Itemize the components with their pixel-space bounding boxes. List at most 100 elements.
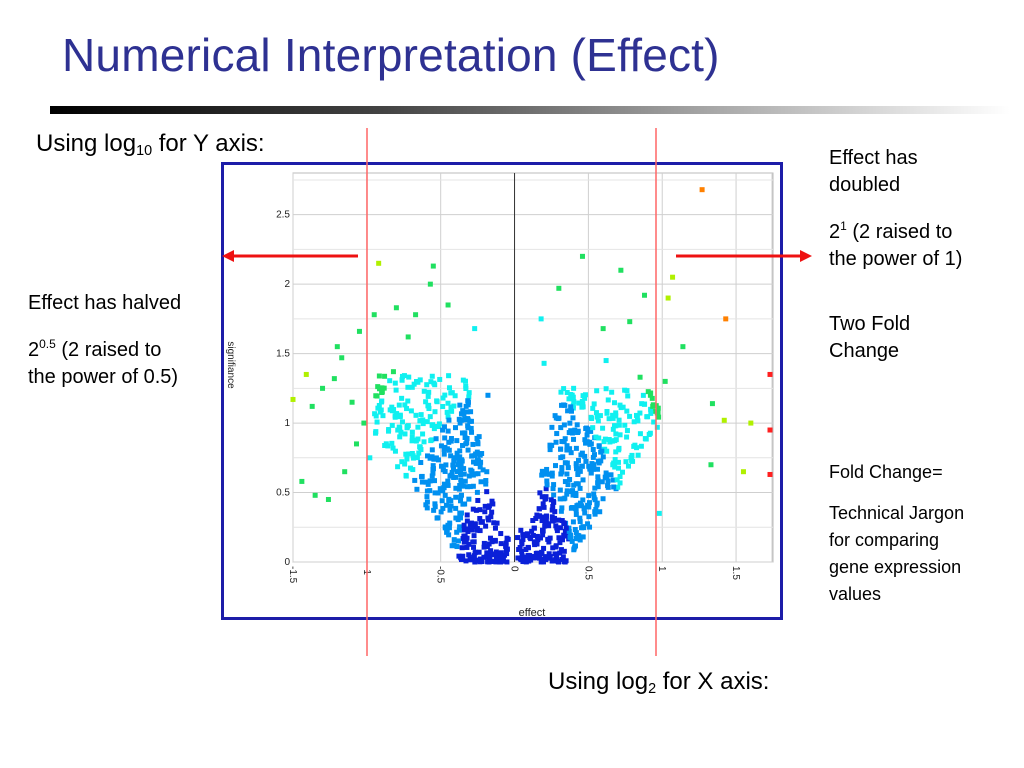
data-point xyxy=(604,408,610,414)
data-point xyxy=(418,460,424,466)
data-point xyxy=(410,437,416,443)
data-point xyxy=(470,524,476,530)
data-point xyxy=(571,436,577,442)
data-point xyxy=(723,316,729,322)
data-point xyxy=(609,389,615,395)
data-point xyxy=(624,428,630,434)
data-point xyxy=(573,445,579,451)
data-point xyxy=(425,481,431,487)
data-point xyxy=(583,458,589,464)
data-point xyxy=(447,520,453,526)
data-point xyxy=(635,452,641,458)
arrow-head xyxy=(222,250,234,262)
data-point xyxy=(483,481,489,487)
y-note-subscript: 10 xyxy=(136,143,153,159)
data-point xyxy=(539,494,545,500)
data-point xyxy=(554,525,560,531)
data-point xyxy=(654,424,660,430)
data-point xyxy=(585,521,591,527)
data-point xyxy=(564,471,570,477)
data-point xyxy=(637,374,643,380)
data-point xyxy=(477,464,483,470)
data-point xyxy=(549,442,555,448)
data-point xyxy=(554,528,560,534)
data-point xyxy=(431,507,437,513)
data-point xyxy=(466,496,472,502)
data-point xyxy=(469,469,475,475)
data-point xyxy=(568,391,574,397)
data-point xyxy=(580,477,586,483)
data-point xyxy=(543,513,549,519)
data-point xyxy=(571,482,577,488)
data-point xyxy=(629,452,635,458)
data-point xyxy=(567,446,573,452)
data-point xyxy=(473,507,479,513)
data-point xyxy=(466,390,472,396)
data-point xyxy=(650,403,656,409)
data-point xyxy=(444,409,450,415)
data-point xyxy=(595,474,601,480)
data-point xyxy=(590,425,596,431)
data-point xyxy=(656,414,662,420)
data-point xyxy=(429,373,435,379)
data-point xyxy=(565,465,571,471)
data-point xyxy=(546,471,552,477)
data-point xyxy=(376,373,382,379)
data-point xyxy=(543,496,549,502)
data-point xyxy=(642,401,648,407)
data-point xyxy=(460,408,466,414)
data-point xyxy=(616,417,622,423)
data-point xyxy=(551,482,557,488)
data-point xyxy=(468,425,474,431)
data-point xyxy=(564,443,570,449)
data-point xyxy=(568,428,574,434)
data-point xyxy=(539,468,545,474)
data-point xyxy=(561,402,567,408)
x-note-subscript: 2 xyxy=(648,681,657,697)
data-point xyxy=(465,526,471,532)
data-point xyxy=(546,551,552,557)
data-point xyxy=(435,424,441,430)
data-point xyxy=(461,411,467,417)
data-point xyxy=(356,328,362,334)
x-axis-label: effect xyxy=(519,607,546,619)
data-point xyxy=(568,404,574,410)
data-point xyxy=(440,505,446,511)
data-point xyxy=(452,393,458,399)
data-point xyxy=(575,457,581,463)
data-point xyxy=(500,558,506,564)
data-point xyxy=(494,520,500,526)
data-point xyxy=(594,466,600,472)
data-point xyxy=(393,387,399,393)
data-point xyxy=(767,371,773,377)
data-point xyxy=(647,392,653,398)
data-point xyxy=(406,451,412,457)
data-point xyxy=(468,557,474,563)
data-point xyxy=(573,530,579,536)
data-point xyxy=(586,500,592,506)
fold-change-definition: Fold Change= Technical Jargon for compar… xyxy=(829,459,964,608)
two-fold-line-1: Two Fold xyxy=(829,313,911,335)
data-point xyxy=(600,496,606,502)
data-point xyxy=(455,538,461,544)
data-point xyxy=(413,412,419,418)
data-point xyxy=(445,302,451,308)
data-point xyxy=(385,443,391,449)
data-point xyxy=(637,431,643,437)
data-point xyxy=(452,425,458,431)
data-point xyxy=(461,471,467,477)
x-tick-label: -1.5 xyxy=(287,566,298,584)
data-point xyxy=(443,462,449,468)
data-point xyxy=(467,484,473,490)
data-point xyxy=(433,455,439,461)
data-point xyxy=(445,428,451,434)
data-point xyxy=(490,501,496,507)
data-point xyxy=(573,507,579,513)
data-point xyxy=(371,312,377,318)
data-point xyxy=(571,547,577,553)
data-point xyxy=(529,528,535,534)
data-point xyxy=(570,394,576,400)
data-point xyxy=(708,462,714,468)
data-point xyxy=(492,537,498,543)
data-point xyxy=(441,424,447,430)
